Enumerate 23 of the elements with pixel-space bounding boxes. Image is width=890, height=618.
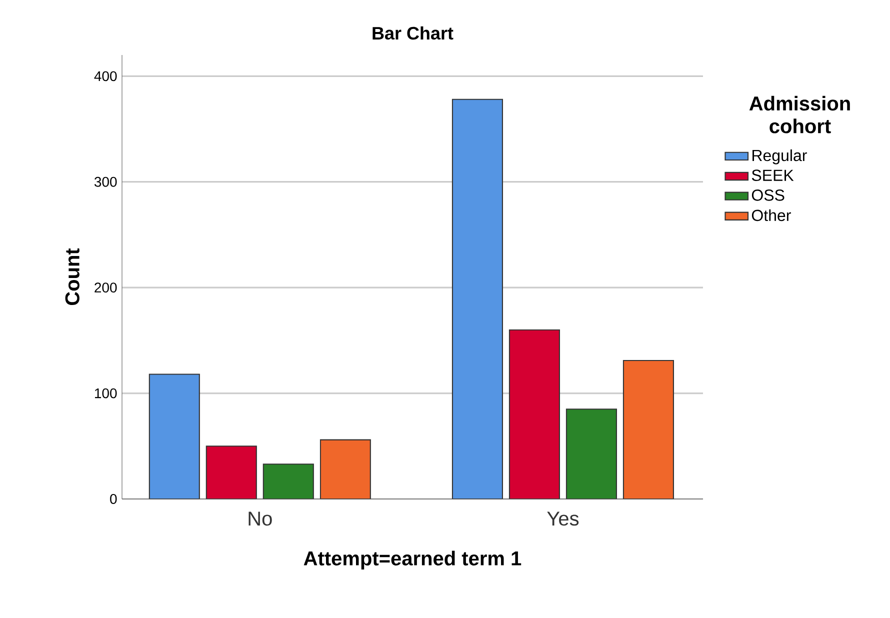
bar (508, 329, 560, 499)
chart-title: Bar Chart (372, 26, 454, 40)
bar (452, 98, 504, 499)
bar (566, 408, 618, 499)
y-tick-label: 300 (94, 176, 117, 187)
y-tick-label: 400 (94, 71, 117, 82)
x-axis-title: Attempt=earned term 1 (304, 550, 522, 570)
legend-label: SEEK (752, 170, 794, 181)
legend-title: Admission cohort (749, 96, 850, 134)
x-tick-label: No (248, 512, 272, 526)
y-tick-label: 0 (110, 494, 117, 504)
bar (206, 446, 257, 499)
bar (148, 374, 200, 499)
y-tick-label: 100 (95, 388, 117, 398)
legend-label: Regular (752, 149, 807, 164)
y-axis-title: Count (65, 248, 80, 306)
legend-label: Other (752, 209, 791, 222)
x-tick-label: Yes (547, 512, 579, 526)
y-tick-label: 200 (94, 282, 117, 293)
bar (320, 439, 371, 499)
legend-label: OSS (752, 190, 784, 201)
bar (262, 464, 314, 499)
bar (622, 360, 674, 499)
